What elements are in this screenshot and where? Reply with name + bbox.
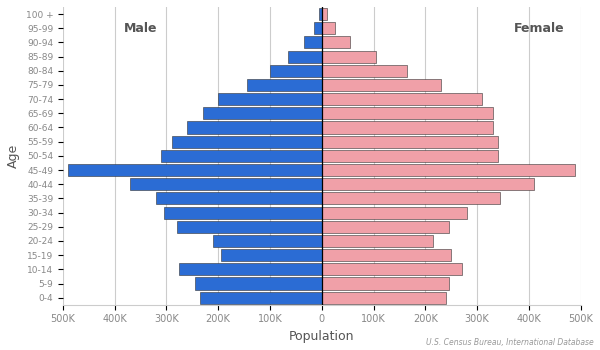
- Bar: [130, 178, 322, 190]
- Bar: [288, 50, 322, 63]
- Bar: [213, 235, 322, 247]
- Bar: [172, 136, 322, 148]
- Bar: [161, 150, 322, 162]
- Bar: [322, 93, 482, 105]
- Bar: [322, 22, 335, 34]
- Bar: [322, 65, 407, 77]
- Bar: [177, 221, 322, 233]
- Bar: [218, 93, 322, 105]
- Bar: [322, 249, 451, 261]
- Bar: [322, 193, 500, 204]
- Bar: [322, 36, 350, 48]
- Bar: [314, 22, 322, 34]
- Bar: [322, 263, 461, 275]
- Bar: [322, 136, 498, 148]
- Bar: [164, 206, 322, 219]
- Bar: [200, 292, 322, 304]
- Bar: [322, 121, 493, 133]
- Bar: [322, 8, 327, 20]
- Bar: [270, 65, 322, 77]
- Bar: [322, 178, 534, 190]
- Bar: [322, 79, 441, 91]
- Bar: [179, 263, 322, 275]
- Bar: [322, 50, 376, 63]
- Bar: [322, 150, 498, 162]
- Bar: [203, 107, 322, 119]
- Bar: [195, 278, 322, 289]
- Bar: [322, 278, 449, 289]
- Bar: [319, 8, 322, 20]
- Bar: [322, 292, 446, 304]
- X-axis label: Population: Population: [289, 330, 355, 343]
- Bar: [156, 193, 322, 204]
- Bar: [247, 79, 322, 91]
- Bar: [322, 221, 449, 233]
- Bar: [322, 164, 575, 176]
- Bar: [304, 36, 322, 48]
- Text: Female: Female: [514, 22, 565, 35]
- Y-axis label: Age: Age: [7, 144, 20, 168]
- Bar: [187, 121, 322, 133]
- Bar: [322, 206, 467, 219]
- Bar: [322, 107, 493, 119]
- Bar: [322, 235, 433, 247]
- Bar: [68, 164, 322, 176]
- Bar: [221, 249, 322, 261]
- Text: Male: Male: [124, 22, 157, 35]
- Text: U.S. Census Bureau, International Database: U.S. Census Bureau, International Databa…: [426, 337, 594, 346]
